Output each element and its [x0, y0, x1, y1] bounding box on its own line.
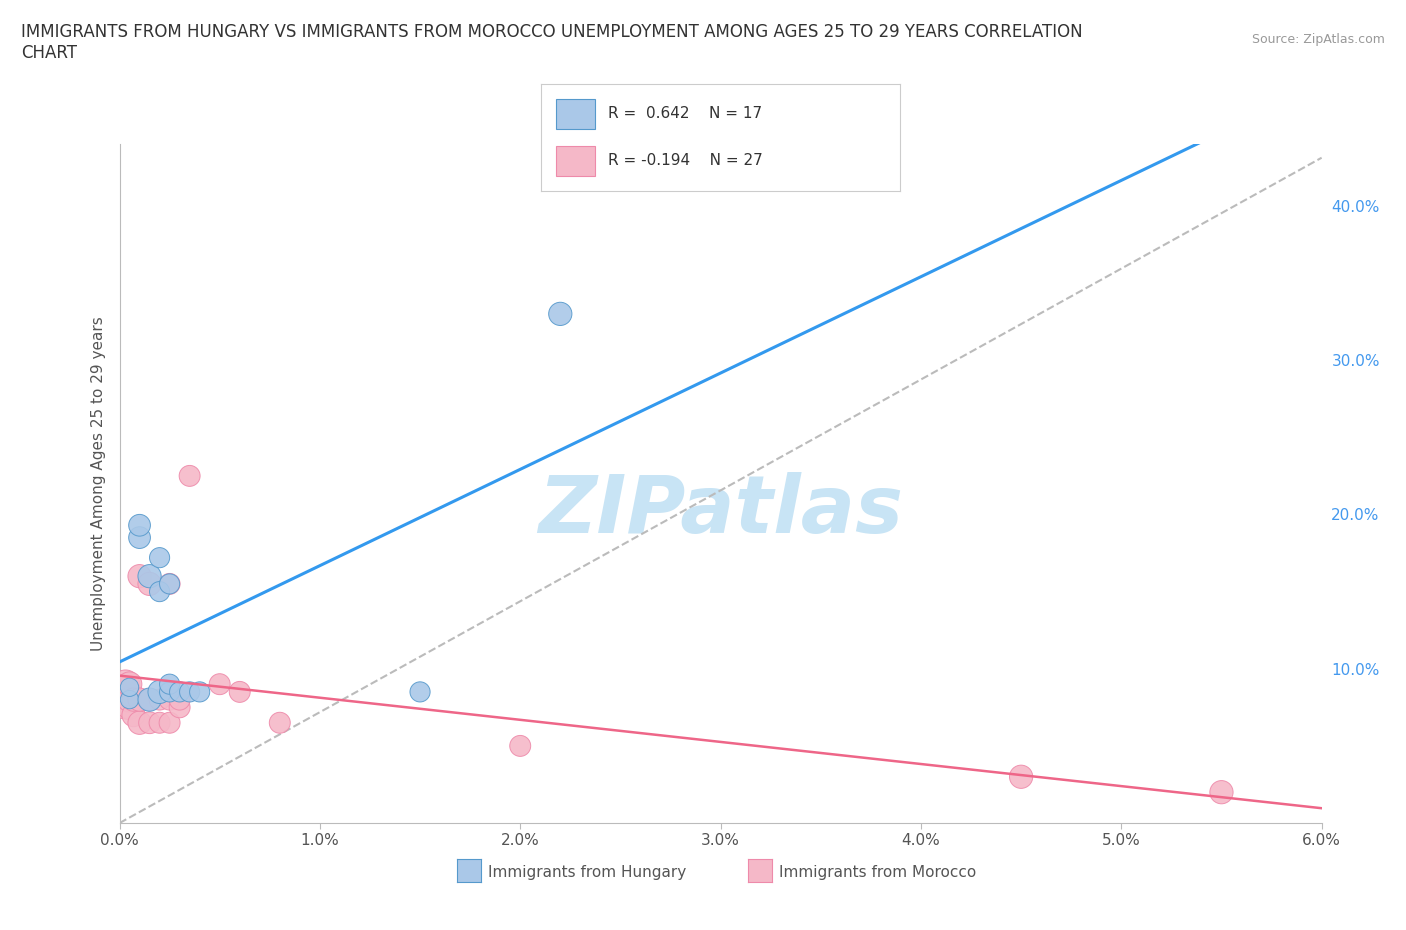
Point: [159, 577, 181, 591]
Point: [159, 715, 181, 730]
Point: [159, 677, 181, 692]
Point: [122, 708, 145, 723]
Point: [138, 692, 160, 707]
Point: [149, 692, 172, 707]
Point: [159, 684, 181, 699]
Point: [208, 677, 231, 692]
Text: Immigrants from Morocco: Immigrants from Morocco: [779, 865, 976, 880]
Point: [159, 577, 181, 591]
Point: [179, 469, 201, 484]
Point: [159, 692, 181, 707]
Point: [118, 680, 141, 695]
Point: [114, 677, 136, 692]
Point: [138, 692, 160, 707]
Text: R = -0.194    N = 27: R = -0.194 N = 27: [607, 153, 762, 168]
Text: Immigrants from Hungary: Immigrants from Hungary: [488, 865, 686, 880]
Point: [169, 700, 191, 715]
FancyBboxPatch shape: [555, 146, 595, 176]
Point: [122, 692, 145, 707]
Point: [128, 569, 150, 584]
Text: ZIPatlas: ZIPatlas: [538, 472, 903, 550]
Point: [118, 700, 141, 715]
FancyBboxPatch shape: [555, 99, 595, 128]
Point: [149, 684, 172, 699]
Point: [548, 307, 571, 322]
Point: [128, 518, 150, 533]
Point: [228, 684, 252, 699]
Point: [118, 692, 141, 707]
Point: [138, 715, 160, 730]
Point: [188, 684, 211, 699]
Point: [179, 684, 201, 699]
Text: IMMIGRANTS FROM HUNGARY VS IMMIGRANTS FROM MOROCCO UNEMPLOYMENT AMONG AGES 25 TO: IMMIGRANTS FROM HUNGARY VS IMMIGRANTS FR…: [21, 23, 1083, 62]
Point: [1211, 785, 1233, 800]
Point: [118, 692, 141, 707]
Point: [509, 738, 531, 753]
Point: [118, 677, 141, 692]
Point: [169, 684, 191, 699]
Text: Source: ZipAtlas.com: Source: ZipAtlas.com: [1251, 33, 1385, 46]
Point: [169, 692, 191, 707]
Point: [138, 569, 160, 584]
Text: R =  0.642    N = 17: R = 0.642 N = 17: [607, 106, 762, 121]
Point: [1010, 769, 1032, 784]
Y-axis label: Unemployment Among Ages 25 to 29 years: Unemployment Among Ages 25 to 29 years: [90, 316, 105, 651]
Point: [128, 692, 150, 707]
Point: [149, 715, 172, 730]
Point: [138, 577, 160, 591]
Point: [114, 692, 136, 707]
Point: [269, 715, 291, 730]
Point: [128, 715, 150, 730]
Point: [149, 584, 172, 599]
Point: [149, 551, 172, 565]
Point: [409, 684, 432, 699]
Point: [128, 530, 150, 545]
